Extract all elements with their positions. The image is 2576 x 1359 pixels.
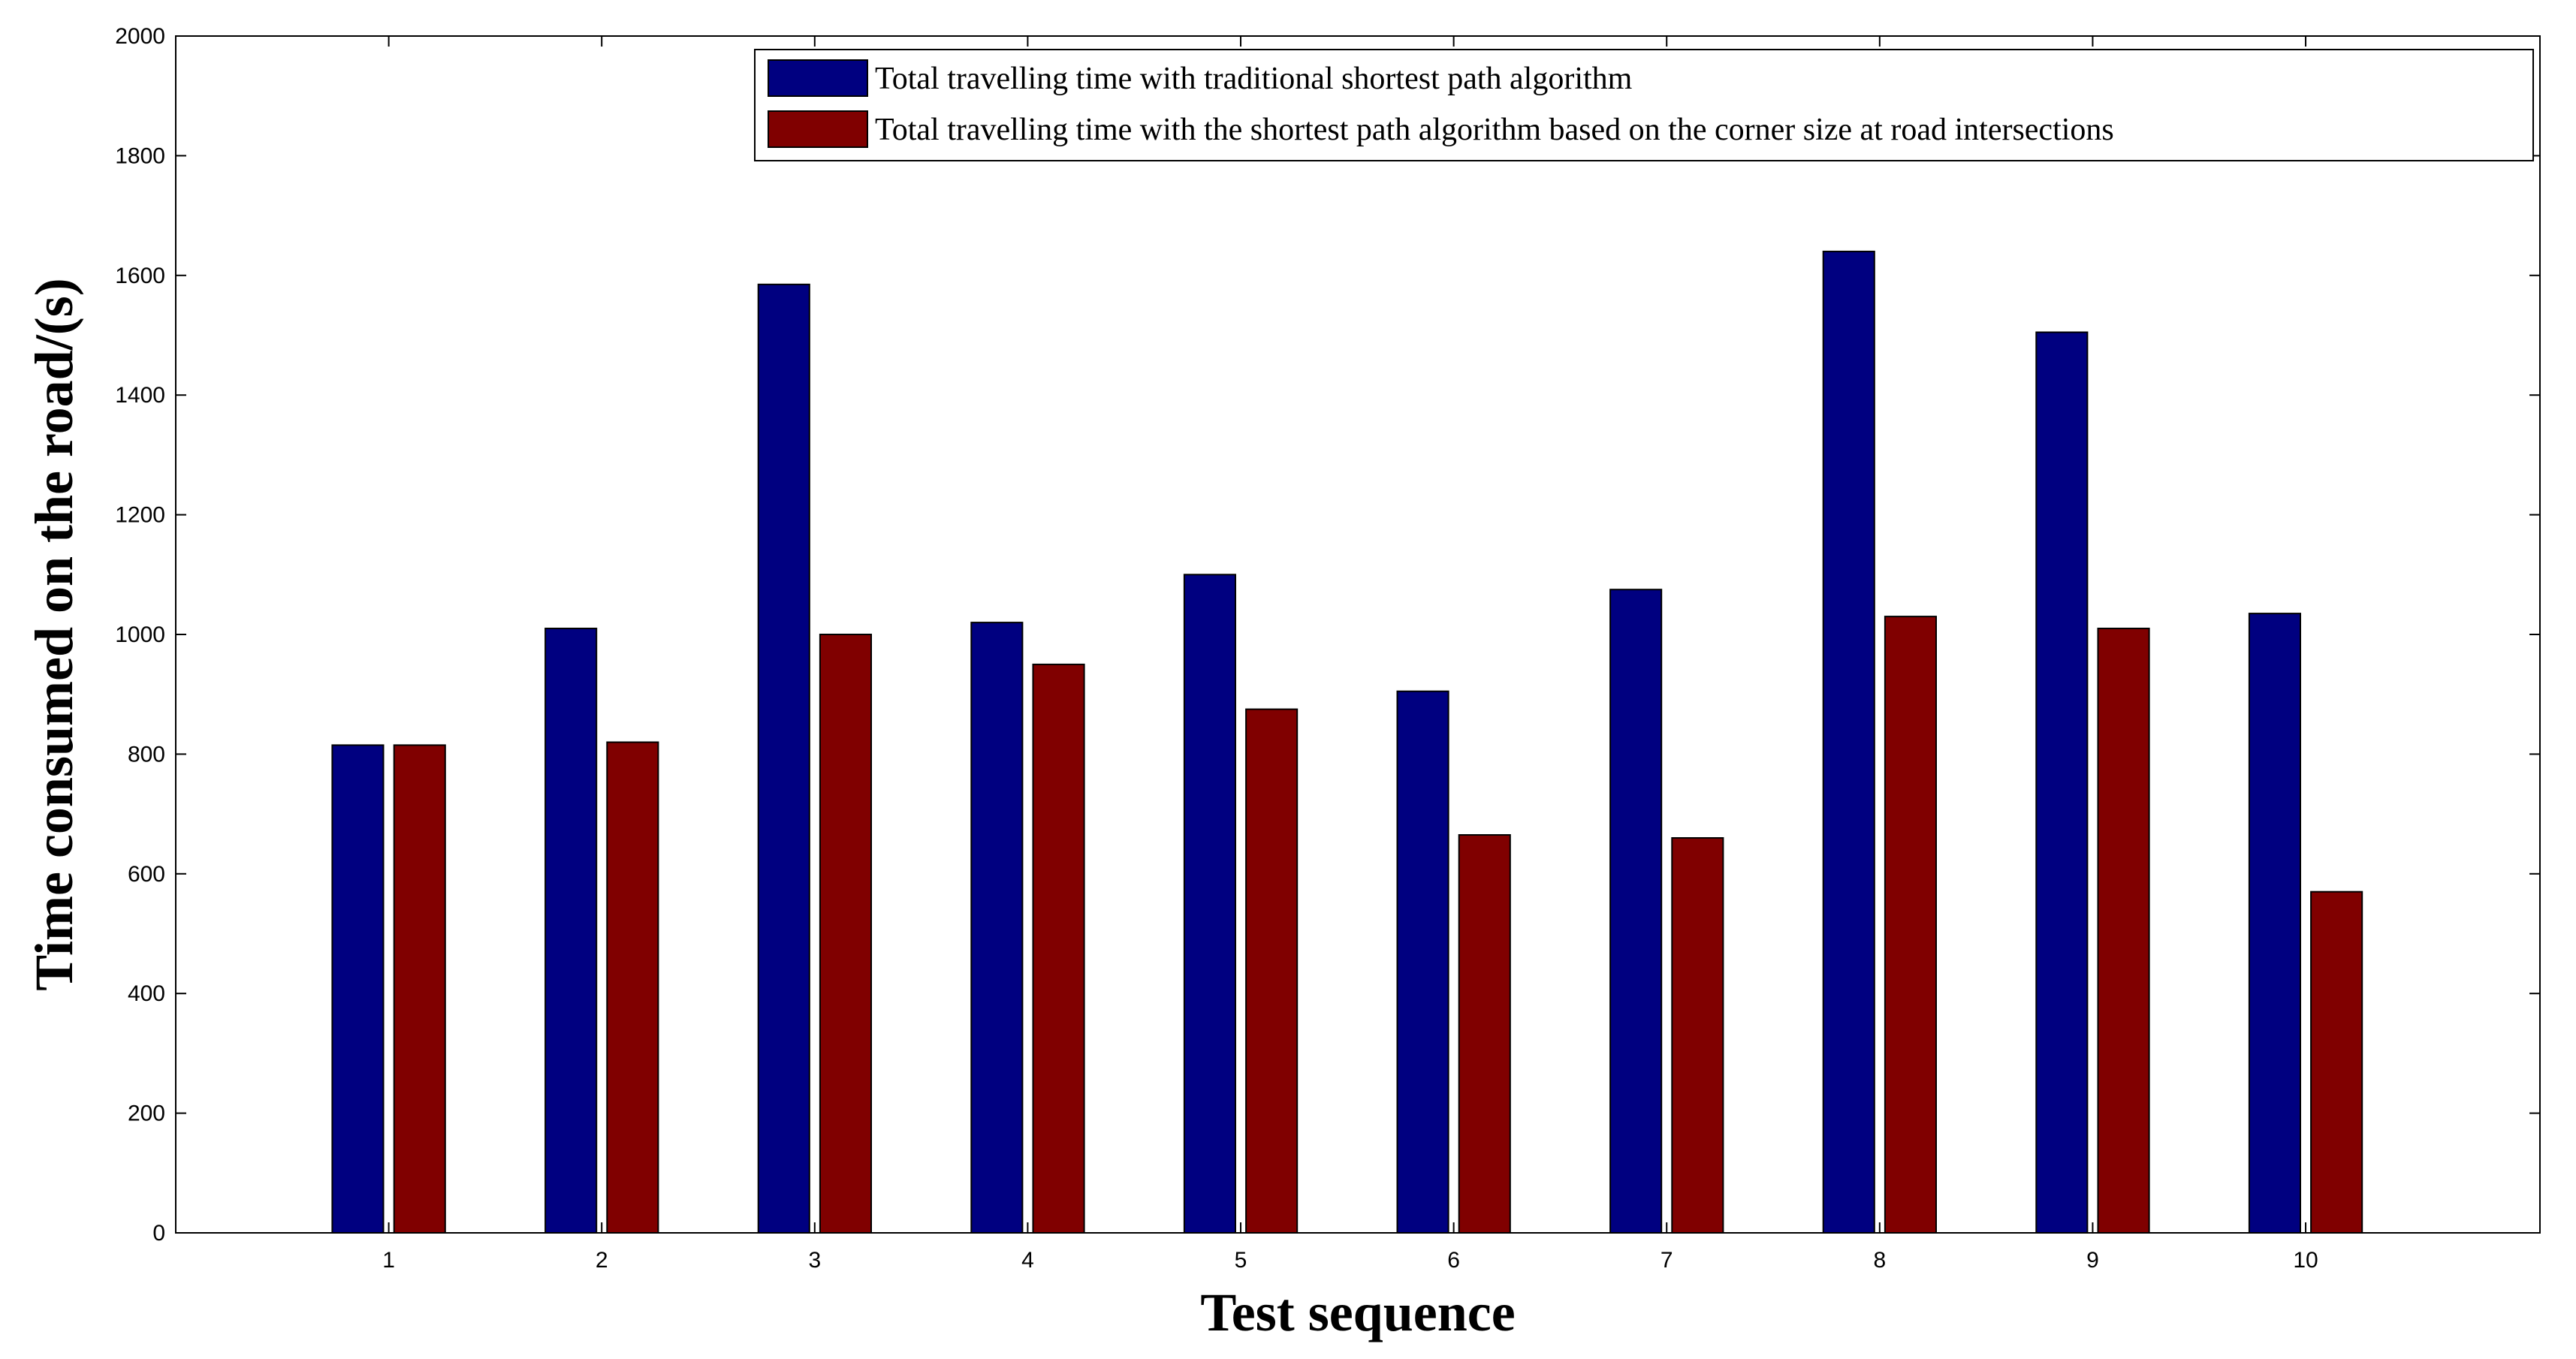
y-axis-title: Time consumed on the road/(s) xyxy=(24,278,84,990)
x-tick-label-8: 8 xyxy=(1873,1248,1886,1273)
bar-series-2-cat-10 xyxy=(2310,890,2363,1234)
bar-series-2-cat-5 xyxy=(1245,708,1299,1234)
bar-series-1-cat-1 xyxy=(331,744,385,1234)
y-tick-label-1600: 1600 xyxy=(115,264,165,288)
bar-series-2-cat-4 xyxy=(1032,663,1085,1234)
x-tick-label-3: 3 xyxy=(808,1248,821,1273)
bar-series-1-cat-4 xyxy=(970,622,1024,1234)
bar-series-1-cat-6 xyxy=(1396,690,1449,1234)
x-tick-label-5: 5 xyxy=(1235,1248,1247,1273)
axes-frame xyxy=(175,35,2541,1234)
x-tick-label-1: 1 xyxy=(382,1248,395,1273)
y-tick-label-1800: 1800 xyxy=(115,143,165,168)
bar-series-1-cat-3 xyxy=(757,283,810,1234)
x-axis-title: Test sequence xyxy=(1200,1282,1515,1342)
x-tick-label-7: 7 xyxy=(1661,1248,1673,1273)
bar-series-2-cat-6 xyxy=(1458,834,1511,1234)
y-tick-label-1000: 1000 xyxy=(115,622,165,647)
bar-series-2-cat-2 xyxy=(606,741,659,1234)
bar-series-1-cat-2 xyxy=(544,628,598,1234)
legend-box xyxy=(754,49,2534,161)
legend-label-1: Total travelling time with traditional s… xyxy=(875,62,1633,96)
plot-area: 0 200 400 600 800 1000 1200 1400 1600 1800 2000 1 2 3… xyxy=(115,24,2541,1273)
y-tick-label-1400: 1400 xyxy=(115,383,165,408)
legend-swatch-1 xyxy=(768,59,868,97)
bar-series-1-cat-5 xyxy=(1183,574,1237,1234)
x-tick-label-2: 2 xyxy=(596,1248,608,1273)
bars-layer xyxy=(331,250,2363,1234)
bar-series-2-cat-8 xyxy=(1884,616,1937,1234)
y-tick-label-600: 600 xyxy=(128,862,165,887)
x-tick-label-4: 4 xyxy=(1021,1248,1034,1273)
bar-series-2-cat-9 xyxy=(2097,628,2150,1234)
y-tick-label-1200: 1200 xyxy=(115,503,165,528)
y-tick-label-800: 800 xyxy=(128,742,165,767)
ticks-layer: 0 200 400 600 800 1000 1200 1400 1600 1800 2000 1 2 3… xyxy=(115,24,2540,1273)
y-tick-label-200: 200 xyxy=(128,1101,165,1126)
x-tick-label-9: 9 xyxy=(2086,1248,2099,1273)
bar-series-1-cat-10 xyxy=(2248,613,2301,1234)
legend-label-2: Total travelling time with the shortest … xyxy=(875,113,2114,147)
legend: Total travelling time with traditional s… xyxy=(754,49,2534,161)
bar-series-1-cat-7 xyxy=(1609,589,1663,1234)
bar-series-2-cat-3 xyxy=(819,634,873,1234)
y-tick-label-400: 400 xyxy=(128,981,165,1006)
x-tick-label-6: 6 xyxy=(1447,1248,1460,1273)
bar-series-1-cat-8 xyxy=(1822,250,1875,1234)
bar-series-2-cat-1 xyxy=(393,744,446,1234)
x-tick-label-10: 10 xyxy=(2293,1248,2318,1273)
legend-swatch-2 xyxy=(768,110,868,148)
y-tick-label-2000: 2000 xyxy=(115,24,165,49)
bar-series-2-cat-7 xyxy=(1671,837,1724,1234)
bar-series-1-cat-9 xyxy=(2035,331,2089,1234)
y-tick-label-0: 0 xyxy=(152,1221,165,1246)
